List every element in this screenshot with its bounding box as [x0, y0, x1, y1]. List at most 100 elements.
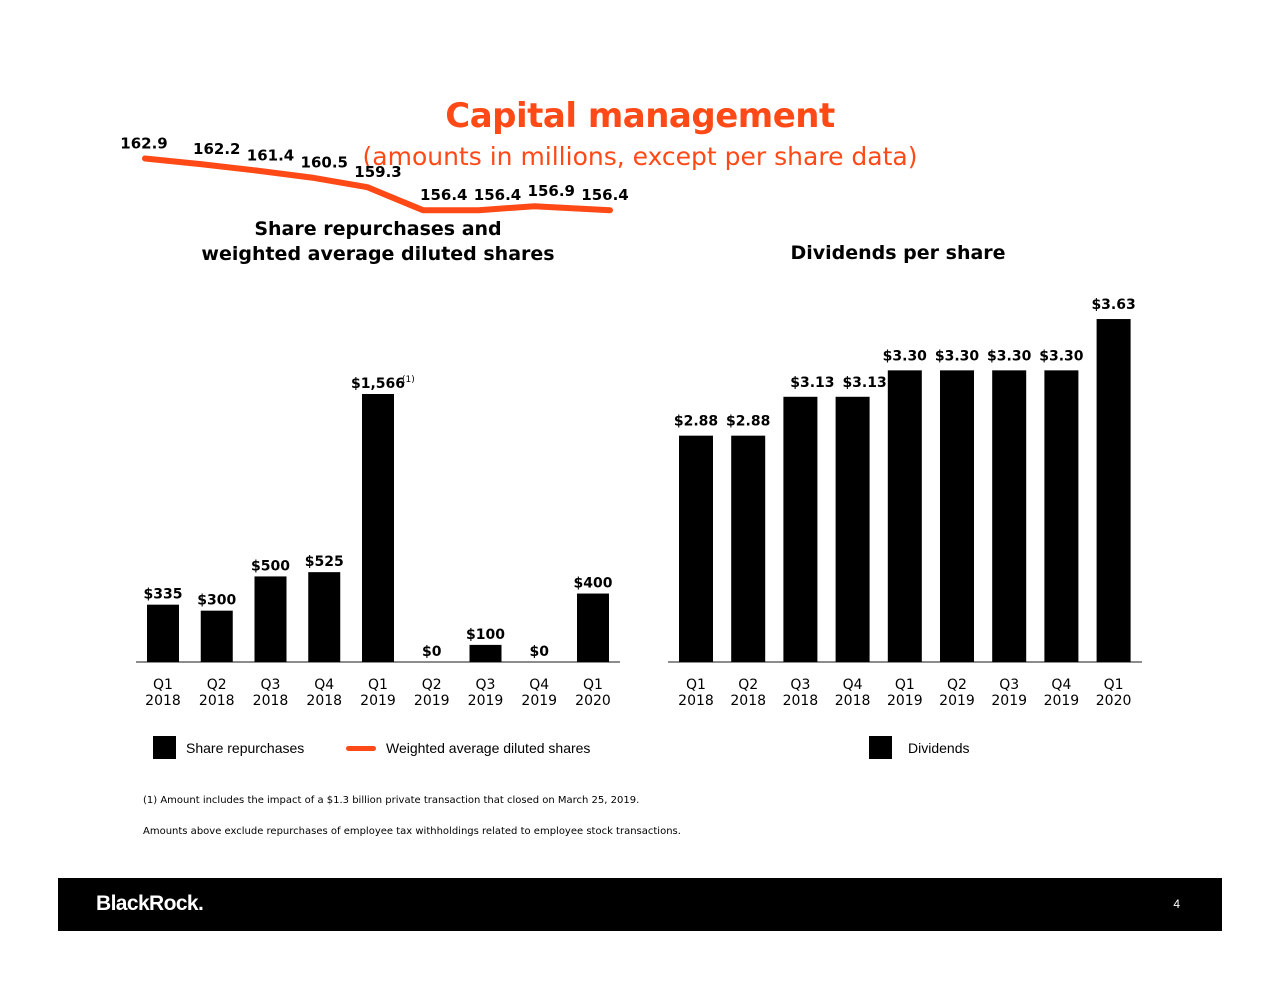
legend-label-dividends: Dividends: [908, 740, 970, 756]
left-chart-title-line2: weighted average diluted shares: [201, 243, 555, 265]
x-tick-quarter: Q1: [895, 677, 915, 693]
x-tick-year: 2019: [991, 693, 1027, 709]
weighted-shares-label: 156.4: [474, 186, 521, 204]
dividend-bar: [992, 370, 1027, 662]
share-repurchase-label: $0: [422, 644, 442, 660]
x-tick-year: 2019: [887, 693, 923, 709]
x-tick-quarter: Q2: [738, 677, 758, 693]
x-tick-quarter: Q1: [1104, 677, 1124, 693]
weighted-shares-label: 162.9: [120, 135, 167, 153]
weighted-shares-label: 160.5: [301, 154, 348, 172]
legend-swatch-dividends: [869, 736, 892, 759]
share-repurchase-label: $400: [574, 576, 613, 592]
share-repurchase-bar: [362, 394, 394, 662]
dividend-bar: [940, 370, 974, 662]
share-repurchase-label: $100: [466, 627, 505, 643]
x-tick-year: 2019: [468, 693, 504, 709]
x-tick-year: 2019: [1044, 693, 1080, 709]
dividend-label: $2.88: [726, 414, 770, 430]
x-tick-year: 2019: [360, 693, 396, 709]
x-tick-year: 2018: [730, 693, 766, 709]
dividend-bar: [887, 370, 922, 662]
dividend-bar: [835, 396, 870, 662]
dividend-label: $3.13: [790, 375, 834, 391]
legend-weighted-shares: Weighted average diluted shares: [346, 736, 606, 760]
x-tick-year: 2018: [145, 693, 181, 709]
dividend-bar: [1044, 370, 1079, 662]
dividend-label: $3.30: [935, 348, 980, 364]
x-tick-quarter: Q2: [207, 677, 227, 693]
x-tick-year: 2020: [1096, 693, 1132, 709]
share-repurchase-label: $335: [144, 587, 183, 603]
footnote-2: Amounts above exclude repurchases of emp…: [143, 826, 681, 837]
x-tick-quarter: Q4: [1051, 677, 1071, 693]
x-tick-quarter: Q1: [686, 677, 706, 693]
share-repurchase-label: $1,566: [351, 376, 405, 392]
footnote-marker: (1): [402, 375, 415, 385]
dividend-bar: [731, 435, 766, 662]
x-tick-year: 2019: [414, 693, 450, 709]
x-tick-quarter: Q4: [843, 677, 863, 693]
x-tick-quarter: Q2: [947, 677, 967, 693]
x-tick-quarter: Q3: [476, 677, 496, 693]
footer-bar: BlackRock. 4: [58, 878, 1222, 931]
x-tick-quarter: Q1: [153, 677, 173, 693]
legend-label-share-repurchases: Share repurchases: [186, 740, 305, 756]
weighted-shares-label: 156.9: [528, 182, 575, 200]
share-repurchase-bar: [469, 644, 502, 662]
share-repurchase-bar: [147, 604, 179, 662]
weighted-shares-line: [142, 155, 613, 214]
page-subtitle: (amounts in millions, except per share d…: [362, 142, 918, 171]
x-tick-year: 2018: [253, 693, 289, 709]
x-tick-year: 2019: [939, 693, 975, 709]
x-tick-year: 2018: [783, 693, 819, 709]
dividend-bar: [679, 435, 713, 662]
x-tick-year: 2018: [199, 693, 235, 709]
x-tick-quarter: Q3: [999, 677, 1019, 693]
dividend-bar: [1096, 319, 1131, 662]
share-repurchase-label: $525: [305, 554, 344, 570]
left-chart-title: Share repurchases and weighted average d…: [180, 217, 576, 267]
x-tick-year: 2018: [678, 693, 714, 709]
x-tick-quarter: Q4: [529, 677, 549, 693]
dividend-label: $2.88: [674, 414, 718, 430]
dividend-label: $3.30: [1039, 348, 1084, 364]
weighted-shares-label: 156.4: [581, 186, 628, 204]
page-title: Capital management: [445, 96, 835, 136]
dividend-label: $3.63: [1091, 297, 1135, 313]
x-tick-year: 2018: [306, 693, 342, 709]
weighted-shares-label: 161.4: [247, 146, 294, 164]
share-repurchase-bar: [200, 610, 233, 662]
x-tick-quarter: Q2: [422, 677, 442, 693]
x-tick-quarter: Q3: [790, 677, 810, 693]
dividend-label: $3.13: [842, 375, 886, 391]
share-repurchase-bar: [254, 576, 287, 662]
legend-swatch-bar: [153, 736, 176, 759]
x-tick-quarter: Q4: [314, 677, 334, 693]
legend-swatch-line: [346, 746, 376, 751]
share-repurchase-bar: [577, 593, 609, 662]
weighted-shares-label: 156.4: [420, 186, 467, 204]
left-chart-title-line1: Share repurchases and: [254, 218, 502, 240]
legend-share-repurchases: Share repurchases: [153, 736, 333, 760]
share-repurchase-label: $500: [251, 558, 290, 574]
weighted-shares-label: 162.2: [193, 140, 240, 158]
x-tick-quarter: Q1: [583, 677, 603, 693]
legend-dividends: Dividends: [869, 736, 989, 760]
dividend-bar: [783, 396, 818, 662]
footnote-1: (1) Amount includes the impact of a $1.3…: [143, 795, 640, 806]
dividend-label: $3.30: [883, 348, 928, 364]
x-tick-year: 2018: [835, 693, 871, 709]
dividend-label: $3.30: [987, 348, 1032, 364]
weighted-shares-label: 159.3: [354, 163, 401, 181]
right-chart-title: Dividends per share: [790, 242, 1006, 264]
x-tick-year: 2020: [575, 693, 611, 709]
x-tick-quarter: Q1: [368, 677, 388, 693]
x-tick-quarter: Q3: [261, 677, 281, 693]
share-repurchase-bar: [308, 572, 341, 662]
page-number: 4: [1173, 897, 1180, 911]
legend-label-weighted-shares: Weighted average diluted shares: [386, 740, 591, 756]
x-tick-year: 2019: [521, 693, 557, 709]
share-repurchase-label: $0: [530, 644, 550, 660]
